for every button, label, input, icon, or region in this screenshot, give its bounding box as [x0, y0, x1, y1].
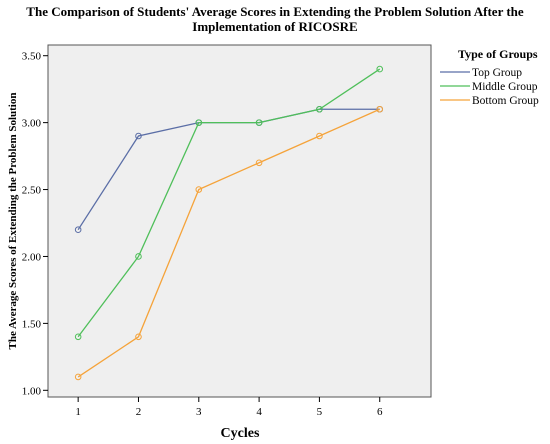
x-tick-label: 6 [377, 406, 383, 418]
chart-title-line-2: Implementation of RICOSRE [192, 19, 358, 34]
data-point-bottom-group [135, 333, 142, 341]
x-axis: 1 2 3 4 5 6 [75, 397, 383, 418]
x-axis-label: Cycles [221, 426, 260, 441]
chart-title-line-1: The Comparison of Students' Average Scor… [26, 4, 524, 19]
y-tick-label: 2.00 [22, 251, 42, 263]
data-point-middle-group [376, 65, 384, 73]
legend-label-middle-group: Middle Group [472, 81, 538, 93]
series-layer [74, 65, 384, 381]
data-point-bottom-group [316, 132, 323, 140]
data-point-middle-group [316, 105, 323, 113]
legend-label-bottom-group: Bottom Group [472, 95, 539, 107]
data-point-bottom-group [376, 105, 384, 113]
x-tick-label: 1 [75, 406, 81, 418]
data-point-middle-group [74, 333, 82, 341]
legend-title: Type of Groups [458, 47, 538, 61]
chart-title: The Comparison of Students' Average Scor… [0, 4, 550, 34]
x-tick-label: 3 [196, 406, 202, 418]
x-tick-label: 4 [256, 406, 262, 418]
data-point-middle-group [195, 119, 203, 126]
y-tick-label: 1.00 [22, 385, 42, 397]
data-point-bottom-group [255, 159, 263, 167]
data-point-middle-group [255, 119, 263, 126]
plot-area [47, 44, 432, 398]
data-point-top-group [74, 226, 82, 233]
data-point-bottom-group [195, 186, 203, 193]
y-tick-label: 2.50 [22, 185, 42, 197]
x-tick-label: 2 [136, 406, 142, 418]
y-axis: 1.00 1.50 2.00 2.50 3.00 3.50 [22, 51, 48, 397]
y-tick-label: 1.50 [22, 318, 42, 330]
series-line-bottom-group [77, 108, 380, 378]
y-tick-label: 3.00 [22, 118, 42, 130]
data-point-middle-group [135, 253, 142, 260]
y-axis-label: The Average Scores of Extending the Prob… [7, 93, 19, 350]
legend: Type of Groups Top Group Middle Group Bott… [440, 47, 539, 107]
data-point-top-group [135, 132, 142, 140]
series-line-middle-group [77, 68, 381, 338]
data-point-bottom-group [74, 373, 82, 381]
y-tick-label: 3.50 [22, 51, 42, 63]
x-tick-label: 5 [317, 406, 323, 418]
legend-label-top-group: Top Group [472, 67, 522, 79]
